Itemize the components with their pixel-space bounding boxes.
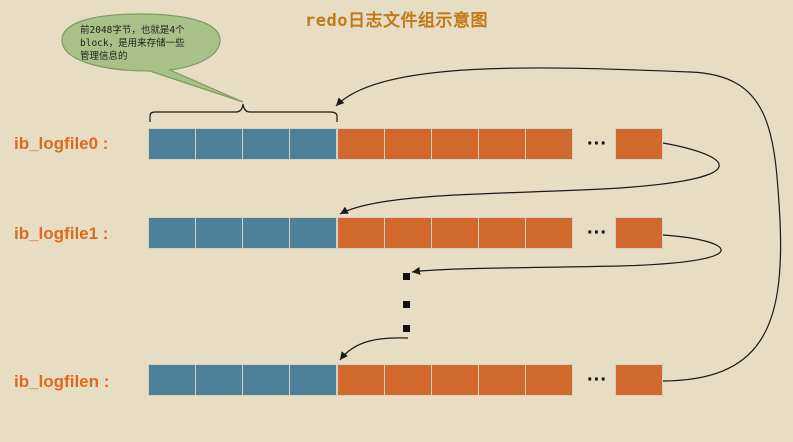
header-block bbox=[195, 364, 243, 396]
data-block bbox=[431, 217, 479, 249]
data-block bbox=[337, 364, 385, 396]
header-block bbox=[148, 128, 196, 160]
data-block bbox=[431, 364, 479, 396]
data-block bbox=[431, 128, 479, 160]
callout-bubble bbox=[61, 13, 244, 103]
data-block bbox=[337, 128, 385, 160]
header-bracket bbox=[149, 103, 338, 122]
vertical-dot-1 bbox=[403, 273, 410, 280]
header-block bbox=[148, 217, 196, 249]
logfilen-blocks: ··· bbox=[148, 364, 668, 398]
data-block bbox=[384, 217, 432, 249]
diagram-title: redo日志文件组示意图 bbox=[305, 11, 488, 31]
logfile0-blocks: ··· bbox=[148, 128, 668, 162]
callout-text: 前2048字节，也就是4个 block，是用来存储一些 管理信息的 bbox=[80, 25, 185, 62]
row-label-logfilen: ib_logfilen : bbox=[14, 372, 110, 391]
header-block bbox=[195, 128, 243, 160]
header-block bbox=[195, 217, 243, 249]
data-block bbox=[337, 217, 385, 249]
last-data-block bbox=[615, 128, 663, 160]
vertical-dot-3 bbox=[403, 325, 410, 332]
data-block bbox=[478, 217, 526, 249]
data-block bbox=[525, 128, 573, 160]
horizontal-ellipsis: ··· bbox=[587, 369, 607, 391]
data-block bbox=[525, 217, 573, 249]
horizontal-ellipsis: ··· bbox=[587, 133, 607, 155]
last-data-block bbox=[615, 364, 663, 396]
header-block bbox=[148, 364, 196, 396]
data-block bbox=[384, 364, 432, 396]
arrow-filen-to-file0 bbox=[335, 67, 782, 382]
data-block bbox=[384, 128, 432, 160]
row-label-logfile0: ib_logfile0 : bbox=[14, 134, 109, 153]
header-block bbox=[289, 128, 337, 160]
data-block bbox=[525, 364, 573, 396]
header-block bbox=[289, 217, 337, 249]
last-data-block bbox=[615, 217, 663, 249]
logfile1-blocks: ··· bbox=[148, 217, 668, 251]
header-block bbox=[242, 364, 290, 396]
arrow-next-to-filen bbox=[339, 337, 409, 361]
arrow-file0-to-file1 bbox=[339, 142, 720, 215]
row-label-logfile1: ib_logfile1 : bbox=[14, 224, 109, 243]
arrow-file1-to-next bbox=[411, 234, 722, 275]
data-block bbox=[478, 128, 526, 160]
data-block bbox=[478, 364, 526, 396]
header-block bbox=[289, 364, 337, 396]
header-block bbox=[242, 128, 290, 160]
header-block bbox=[242, 217, 290, 249]
horizontal-ellipsis: ··· bbox=[587, 222, 607, 244]
vertical-dot-2 bbox=[403, 301, 410, 308]
